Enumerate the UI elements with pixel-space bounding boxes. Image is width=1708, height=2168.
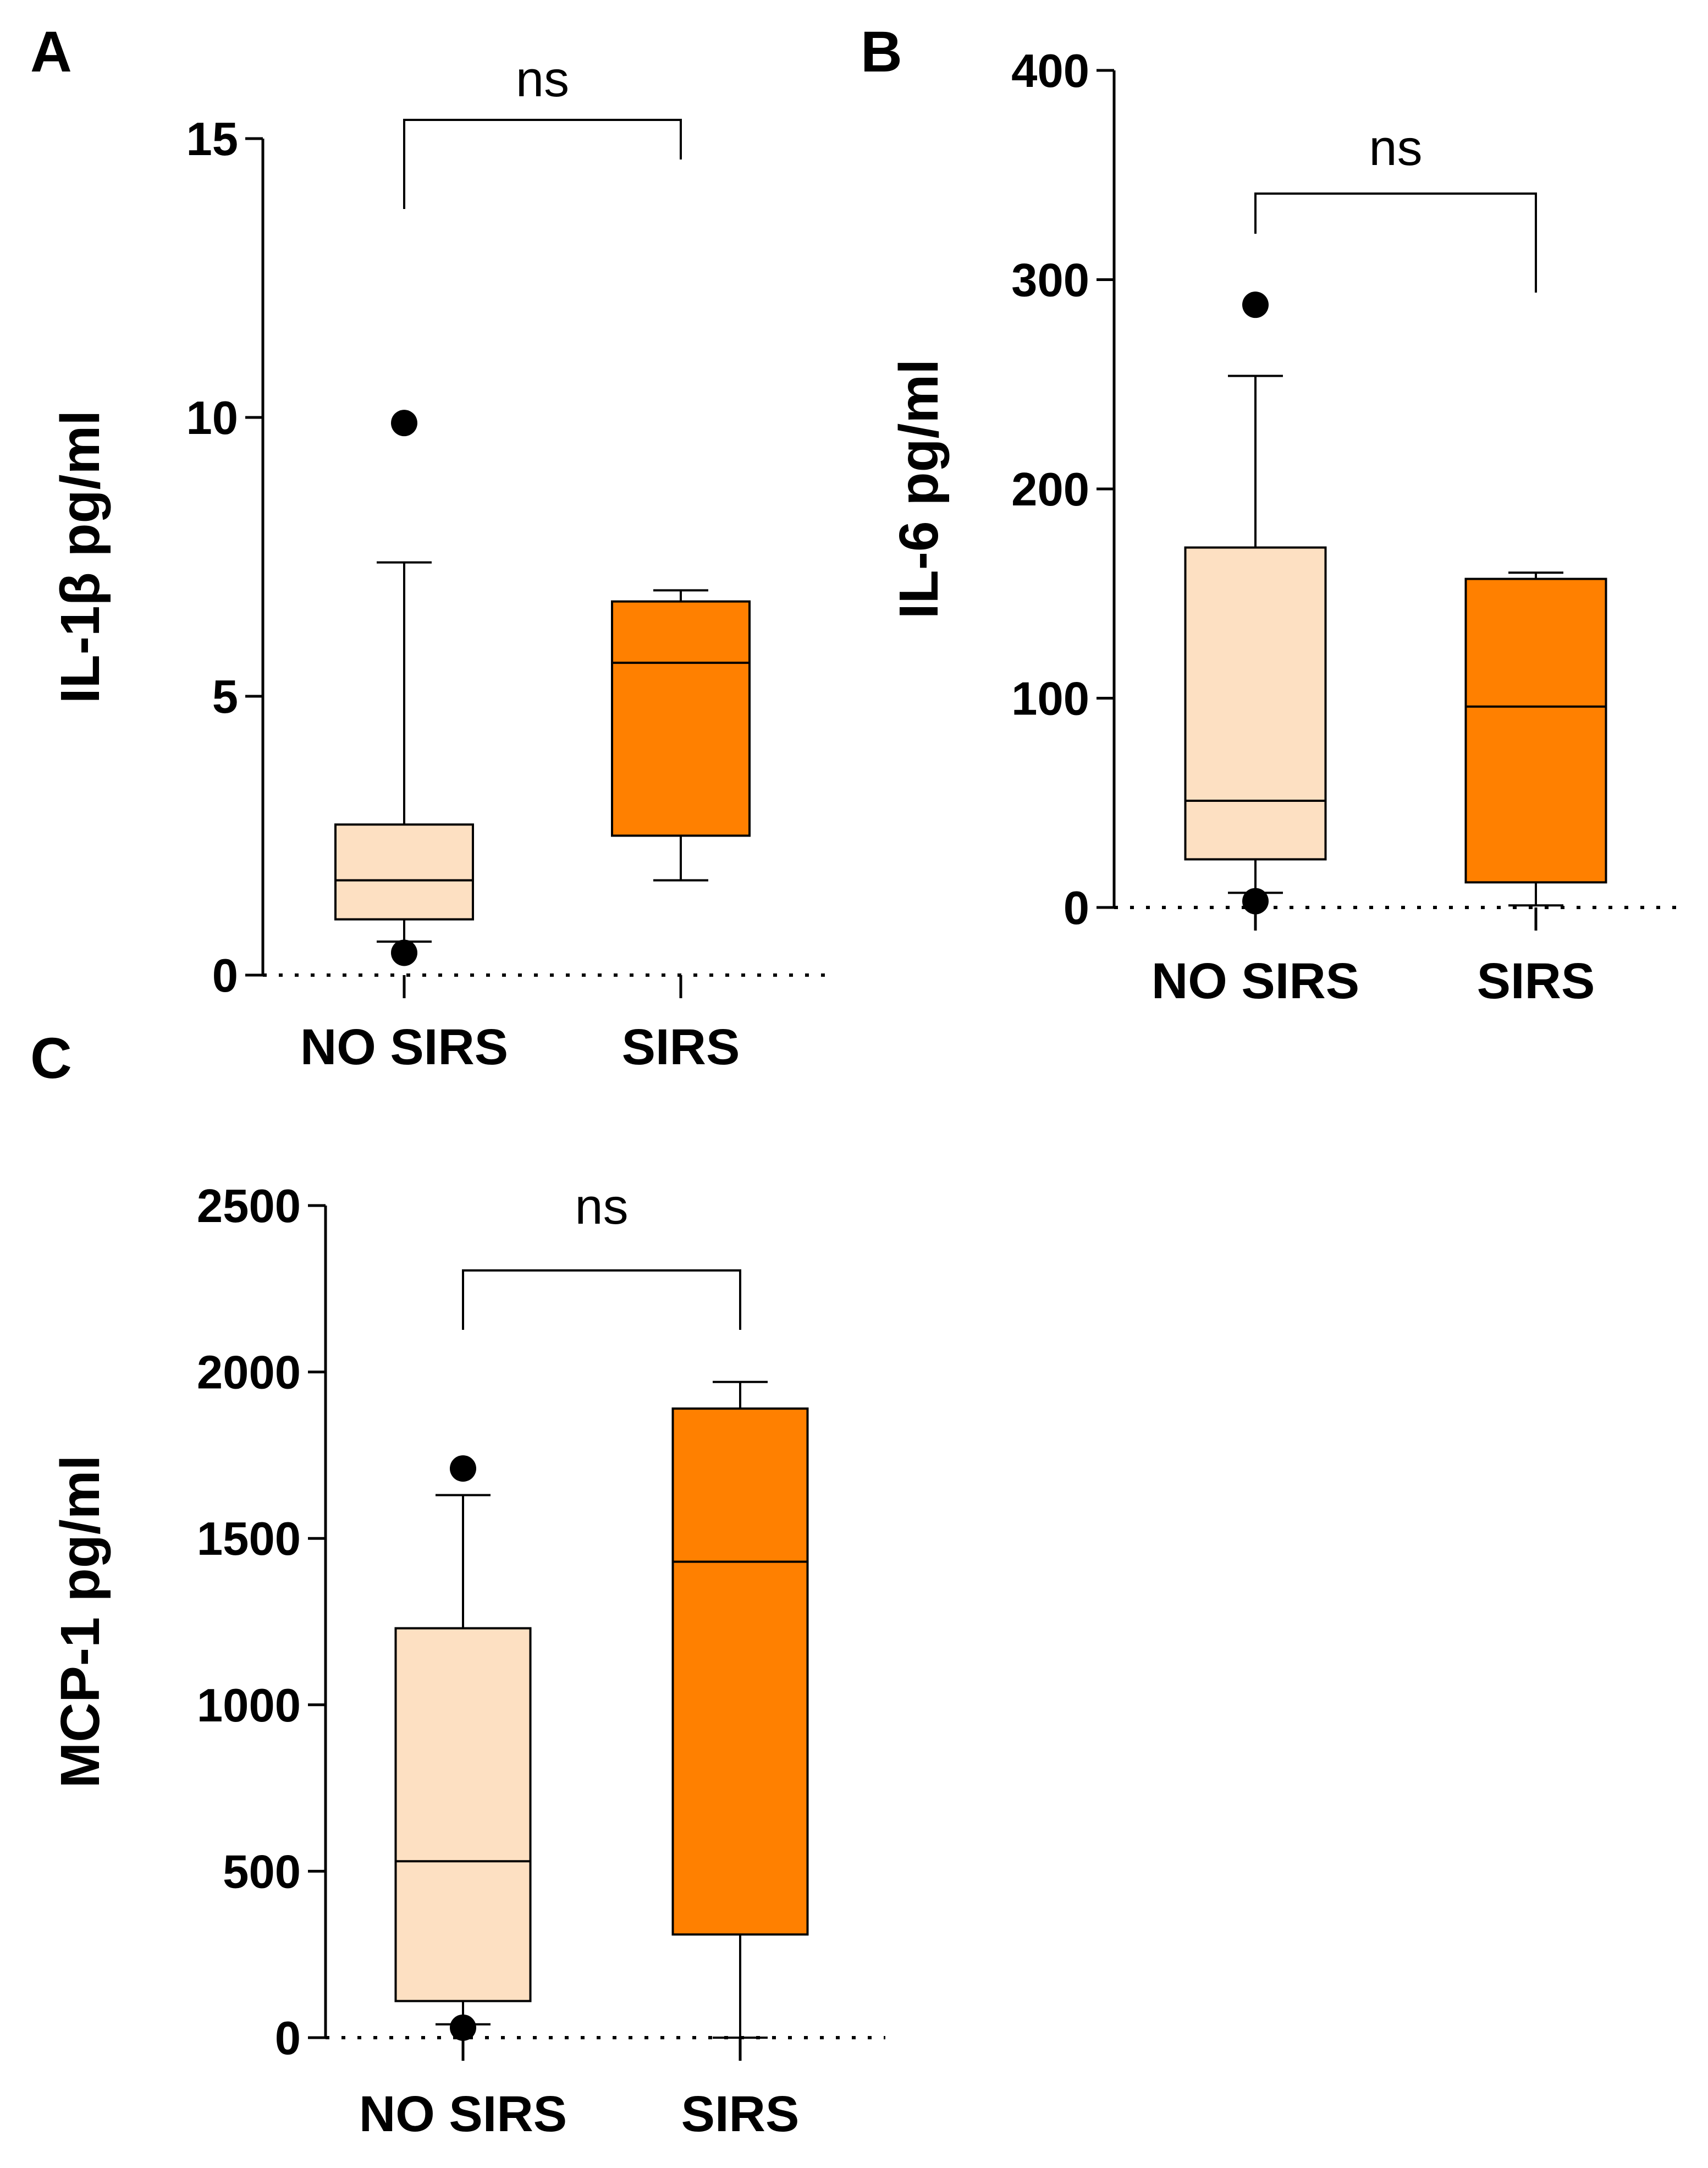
iqr-box	[1464, 577, 1607, 884]
iqr-box	[611, 600, 751, 837]
outlier-point	[450, 1455, 476, 1482]
panel-b: B 0 100 200 300 400 IL-6 pg/ml NO SIRS SIRS ns	[861, 20, 1678, 1009]
x-category-label: NO SIRS	[1151, 953, 1359, 1009]
outlier-point	[1242, 888, 1269, 915]
y-tick-label: 2000	[197, 1347, 301, 1399]
y-tick-label: 1000	[197, 1680, 301, 1732]
significance-bracket	[462, 1269, 741, 1330]
y-tick-label: 400	[1011, 45, 1089, 97]
x-category-label: SIRS	[622, 1019, 740, 1075]
outlier-point	[1242, 291, 1269, 318]
y-tick-label: 15	[186, 113, 238, 166]
box-no-sirs: NO SIRS	[359, 1455, 567, 2142]
significance-label: ns	[575, 1179, 628, 1235]
y-tick-label: 2500	[197, 1180, 301, 1232]
y-axis-title: MCP-1 pg/ml	[49, 1455, 111, 1789]
x-category-label: SIRS	[681, 2086, 800, 2142]
outlier-point	[450, 2014, 476, 2041]
y-tick-label: 0	[275, 2012, 301, 2065]
y-axis-title: IL-1β pg/ml	[49, 410, 111, 703]
y-axis-title: IL-6 pg/ml	[888, 359, 950, 619]
panel-letter: A	[30, 20, 72, 84]
y-tick-label: 100	[1011, 673, 1089, 725]
y-tick-label: 5	[212, 671, 238, 723]
iqr-box	[1184, 546, 1327, 861]
box-no-sirs: NO SIRS	[1151, 291, 1359, 1009]
panel-letter: B	[861, 20, 902, 84]
y-tick-label: 0	[1064, 882, 1089, 934]
outlier-point	[391, 410, 417, 437]
x-category-label: NO SIRS	[300, 1019, 508, 1075]
y-tick-label: 300	[1011, 255, 1089, 307]
outlier-point	[391, 939, 417, 966]
box-sirs: SIRS	[1464, 571, 1607, 1009]
significance-label: ns	[1369, 120, 1422, 176]
panels: A 0 5 10 15 IL-1β pg/ml NO SIRS SIRS ns B 0 100 200 3…	[30, 20, 1678, 2142]
box-sirs: SIRS	[611, 589, 751, 1075]
box-sirs: SIRS	[671, 1380, 809, 2142]
x-category-label: SIRS	[1477, 953, 1595, 1009]
iqr-box	[671, 1407, 809, 1936]
y-tick-label: 500	[223, 1846, 301, 1898]
significance-label: ns	[516, 51, 569, 107]
iqr-box	[394, 1627, 532, 2002]
significance-bracket	[1254, 192, 1537, 293]
y-tick-label: 200	[1011, 464, 1089, 516]
y-tick-label: 1500	[197, 1513, 301, 1565]
panel-letter: C	[30, 1026, 72, 1091]
iqr-box	[334, 823, 474, 921]
box-no-sirs: NO SIRS	[300, 410, 508, 1075]
panel-a: A 0 5 10 15 IL-1β pg/ml NO SIRS SIRS ns	[30, 20, 825, 1075]
panel-c: C 0 500 1000 1500 2000 2500 MCP-1 pg/ml NO SIRS S…	[30, 1026, 885, 2142]
y-tick-label: 10	[186, 392, 238, 444]
x-category-label: NO SIRS	[359, 2086, 567, 2142]
significance-bracket	[403, 119, 682, 209]
y-tick-label: 0	[212, 950, 238, 1002]
